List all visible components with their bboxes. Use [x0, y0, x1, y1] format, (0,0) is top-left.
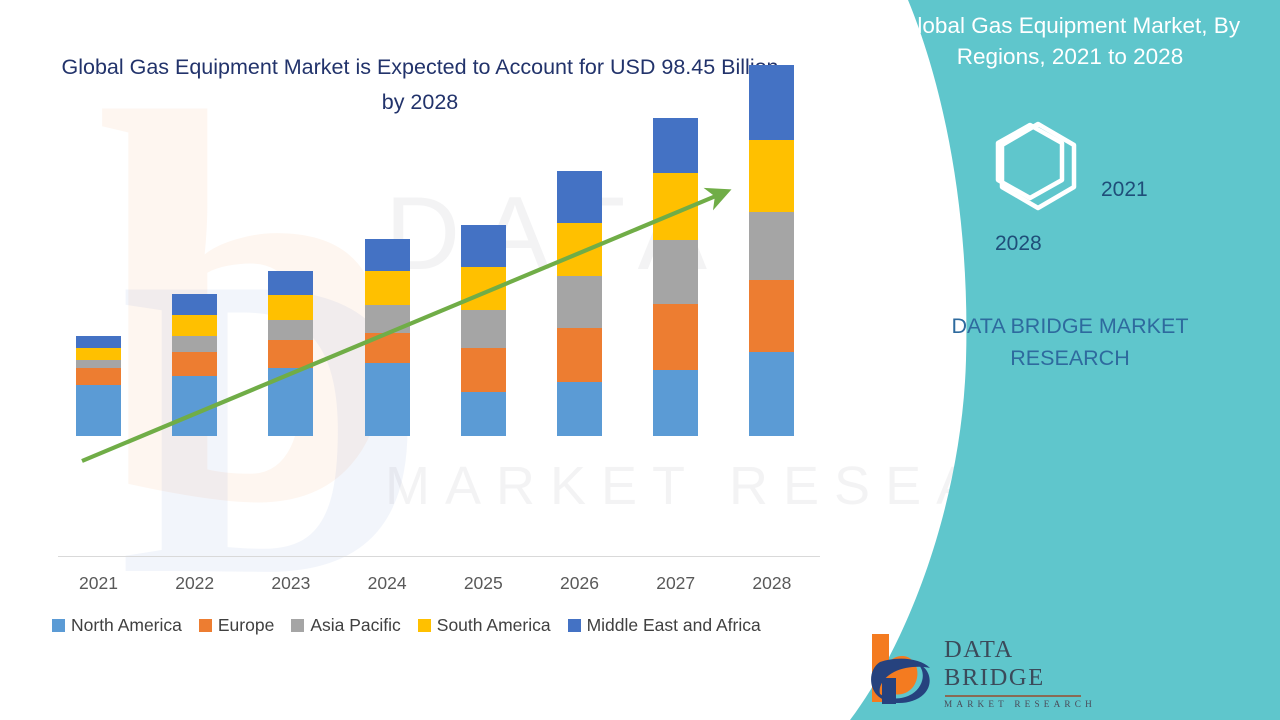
- x-axis-label-2023: 2023: [271, 573, 311, 593]
- logo-wordmark: DATA BRIDGE MARKET RESEARCH: [944, 636, 1098, 709]
- bar-segment-2021-south-america: [76, 348, 121, 361]
- legend-swatch-icon: [291, 619, 305, 632]
- year-hexagon-badges: 2021 2028: [850, 118, 1280, 278]
- x-axis-label-2022: 2022: [175, 573, 215, 593]
- category-axis-line: [58, 556, 820, 557]
- legend-swatch-icon: [198, 619, 212, 632]
- chart-plot-area: 2021 2022 2023 2024 2025 2026 2027 2028: [58, 65, 820, 593]
- bar-segment-2024-north-america: [364, 362, 410, 436]
- bar-segment-2023-europe: [268, 340, 314, 369]
- legend-label: Middle East and Africa: [586, 615, 761, 635]
- bar-segment-2027-north-america: [653, 370, 699, 436]
- x-axis-label-2025: 2025: [463, 573, 503, 593]
- bar-segment-2026-south-america: [557, 223, 602, 277]
- bar-segment-2021-europe: [76, 368, 121, 386]
- bar-segment-2021-north-america: [76, 385, 121, 436]
- bar-segment-2028-asia-pacific: [749, 212, 795, 280]
- x-axis-label-2028: 2028: [752, 573, 792, 593]
- legend-swatch-icon: [567, 619, 581, 632]
- logo-main-text: DATA BRIDGE: [944, 636, 1045, 691]
- bar-2028: [749, 65, 795, 436]
- bar-segment-2025-north-america: [460, 391, 506, 436]
- chart-legend: North America Europe Asia Pacific South Ame…: [52, 615, 761, 636]
- legend-swatch-icon: [52, 619, 65, 632]
- bar-segment-2026-middle-east-and-africa: [557, 171, 602, 224]
- hexagon-label-2021: 2021: [1101, 178, 1148, 201]
- bar-segment-2028-south-america: [749, 140, 795, 213]
- brand-name-text: DATA BRIDGE MARKET RESEARCH: [951, 314, 1189, 371]
- bar-segment-2022-asia-pacific: [172, 336, 218, 352]
- bar-segment-2025-middle-east-and-africa: [460, 225, 506, 267]
- bar-segment-2026-asia-pacific: [557, 276, 602, 329]
- panel-title: Global Gas Equipment Market, By Regions,…: [899, 13, 1241, 70]
- company-logo: DATA BRIDGE MARKET RESEARCH: [858, 628, 1098, 710]
- x-axis-label-2026: 2026: [560, 573, 599, 593]
- bar-segment-2028-middle-east-and-africa: [749, 65, 795, 141]
- x-axis-label-2024: 2024: [367, 573, 407, 593]
- bar-segment-2026-europe: [557, 328, 602, 383]
- legend-item-south-america[interactable]: South America: [417, 615, 551, 636]
- legend-item-europe[interactable]: Europe: [198, 615, 275, 636]
- right-info-panel-content: Global Gas Equipment Market, By Regions,…: [850, 0, 1280, 720]
- bar-segment-2025-europe: [460, 347, 506, 392]
- legend-label: Europe: [217, 615, 275, 635]
- bar-segment-2023-middle-east-and-africa: [268, 271, 314, 296]
- legend-item-north-america[interactable]: North America: [52, 615, 182, 636]
- bar-segment-2021-asia-pacific: [76, 360, 121, 369]
- logo-divider: [945, 695, 1081, 697]
- hexagon-2021-shape: [999, 121, 1077, 211]
- logo-mark-icon: [871, 634, 930, 704]
- x-axis-label-2021: 2021: [79, 573, 118, 593]
- growth-arrow-icon: [81, 187, 732, 463]
- legend-label: North America: [71, 615, 182, 635]
- bar-segment-2027-europe: [653, 304, 699, 371]
- legend-item-asia-pacific[interactable]: Asia Pacific: [291, 615, 401, 636]
- bar-segment-2028-north-america: [749, 351, 795, 436]
- bar-2021: [76, 336, 121, 436]
- hexagon-label-2028: 2028: [995, 232, 1042, 255]
- bar-2026: [557, 171, 602, 436]
- logo-sub-text: MARKET RESEARCH: [944, 698, 1096, 709]
- bar-segment-2023-south-america: [268, 295, 314, 321]
- hexagon-2028-shape: [867, 159, 953, 257]
- bar-segment-2022-europe: [172, 351, 218, 377]
- bar-segment-2025-asia-pacific: [460, 309, 506, 348]
- bar-segment-2022-middle-east-and-africa: [172, 294, 218, 316]
- legend-label: South America: [436, 615, 551, 635]
- legend-item-middle-east-and-africa[interactable]: Middle East and Africa: [567, 615, 761, 636]
- bar-segment-2026-north-america: [557, 382, 602, 436]
- bar-segment-2027-asia-pacific: [653, 240, 699, 305]
- bar-segment-2023-asia-pacific: [268, 320, 314, 341]
- legend-label: Asia Pacific: [310, 615, 401, 635]
- bar-segment-2028-europe: [749, 280, 795, 352]
- bar-segment-2024-south-america: [364, 270, 410, 305]
- right-info-panel: [850, 0, 1280, 720]
- bar-segment-2022-south-america: [172, 315, 218, 337]
- bar-2027: [653, 118, 699, 436]
- legend-swatch-icon: [417, 619, 431, 632]
- bar-2022: [172, 294, 218, 436]
- bar-segment-2024-middle-east-and-africa: [364, 239, 410, 271]
- bar-segment-2027-middle-east-and-africa: [653, 118, 699, 174]
- bar-segment-2021-middle-east-and-africa: [76, 336, 121, 349]
- chart-title: Global Gas Equipment Market is Expected …: [61, 55, 779, 114]
- x-axis-label-2027: 2027: [656, 573, 696, 593]
